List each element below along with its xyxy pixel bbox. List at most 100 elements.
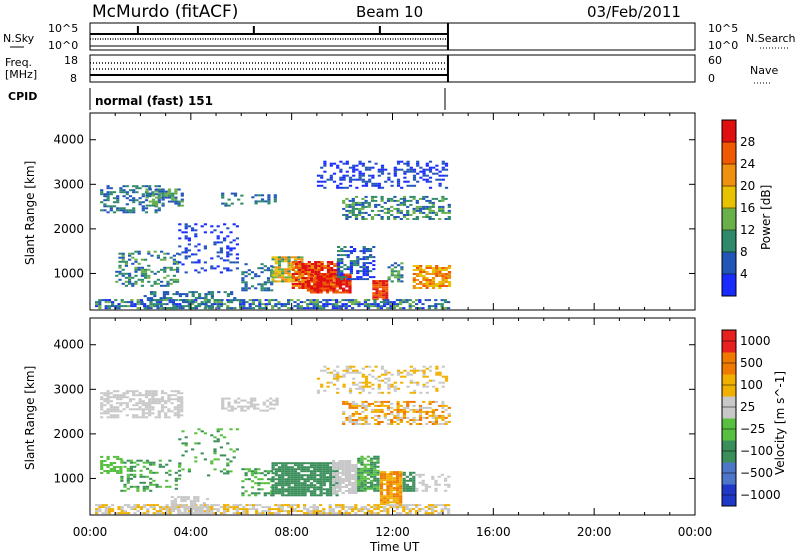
data-cell <box>100 416 104 419</box>
data-cell <box>119 404 123 407</box>
data-cell <box>406 385 410 388</box>
data-cell <box>367 423 371 425</box>
data-cell <box>373 471 377 474</box>
data-cell <box>313 470 317 473</box>
data-cell <box>204 301 208 304</box>
data-cell <box>422 416 426 419</box>
data-cell <box>422 269 426 271</box>
data-cell <box>364 182 369 185</box>
data-cell <box>242 303 246 306</box>
data-cell <box>226 227 230 230</box>
data-cell <box>250 472 255 475</box>
data-cell <box>277 258 282 261</box>
data-cell <box>361 197 365 200</box>
data-cell <box>416 162 420 165</box>
data-cell <box>153 291 157 294</box>
data-cell <box>348 275 352 278</box>
data-cell <box>290 490 294 493</box>
data-cell <box>176 392 181 395</box>
data-cell <box>287 492 291 495</box>
data-cell <box>281 464 285 467</box>
data-cell <box>120 459 124 462</box>
data-cell <box>370 471 374 474</box>
data-cell <box>277 480 282 483</box>
data-cell <box>274 464 278 467</box>
data-cell <box>369 254 373 257</box>
data-cell <box>140 268 144 271</box>
data-cell <box>422 400 426 403</box>
data-cell <box>274 303 278 306</box>
data-cell <box>319 273 323 276</box>
data-cell <box>226 251 230 254</box>
data-cell <box>428 199 432 202</box>
data-cell <box>366 455 370 458</box>
data-cell <box>385 294 389 297</box>
data-cell <box>337 246 341 248</box>
data-cell <box>293 482 298 485</box>
data-cell <box>281 462 285 465</box>
data-cell <box>412 174 417 177</box>
data-cell <box>198 303 202 306</box>
data-cell <box>217 307 221 310</box>
data-cell <box>182 299 186 302</box>
data-cell <box>230 409 234 412</box>
data-cell <box>181 454 185 457</box>
data-cell <box>344 510 348 513</box>
data-cell <box>370 459 374 462</box>
data-cell <box>290 488 294 491</box>
data-cell <box>428 160 433 163</box>
data-cell <box>399 489 403 492</box>
data-cell <box>180 414 184 417</box>
data-cell <box>323 170 327 173</box>
data-cell <box>351 205 355 208</box>
data-cell <box>361 203 365 206</box>
data-cell <box>230 293 234 296</box>
data-cell <box>123 512 127 515</box>
data-cell <box>258 301 262 304</box>
data-cell <box>444 168 449 171</box>
data-cell <box>370 402 375 405</box>
data-cell <box>339 160 343 163</box>
data-cell <box>437 303 441 306</box>
data-cell <box>343 268 347 271</box>
data-cell <box>298 285 302 287</box>
data-cell <box>444 377 449 380</box>
data-cell <box>366 467 370 470</box>
data-cell <box>127 305 131 308</box>
data-cell <box>155 483 159 486</box>
data-cell <box>176 416 181 419</box>
data-cell <box>344 476 348 478</box>
data-cell <box>415 504 419 507</box>
data-cell <box>360 455 364 458</box>
data-cell <box>104 307 108 310</box>
data-cell <box>203 510 207 513</box>
data-cell <box>418 205 423 208</box>
data-cell <box>291 273 295 275</box>
data-cell <box>163 276 167 279</box>
data-cell <box>320 261 324 263</box>
data-cell <box>447 273 452 275</box>
data-cell <box>351 307 355 310</box>
data-cell <box>167 396 171 399</box>
data-cell <box>154 211 158 214</box>
data-cell <box>412 421 416 423</box>
data-cell <box>116 466 120 468</box>
data-cell <box>146 299 150 302</box>
data-cell <box>139 299 143 302</box>
data-cell <box>431 201 435 204</box>
data-cell <box>421 303 425 306</box>
data-cell <box>329 472 333 475</box>
data-cell <box>160 390 165 393</box>
data-cell <box>274 462 278 465</box>
data-cell <box>406 406 410 409</box>
data-cell <box>171 196 175 199</box>
data-cell <box>136 504 140 507</box>
data-cell <box>219 271 223 274</box>
data-cell <box>145 487 150 490</box>
data-cell <box>363 512 367 515</box>
nsky-strip: N.Sky 10^5 10^0 10^5 10^0 N.Search <box>3 22 796 52</box>
data-cell <box>264 305 268 308</box>
data-cell <box>422 271 426 273</box>
data-cell <box>348 416 352 419</box>
data-cell <box>371 174 375 177</box>
